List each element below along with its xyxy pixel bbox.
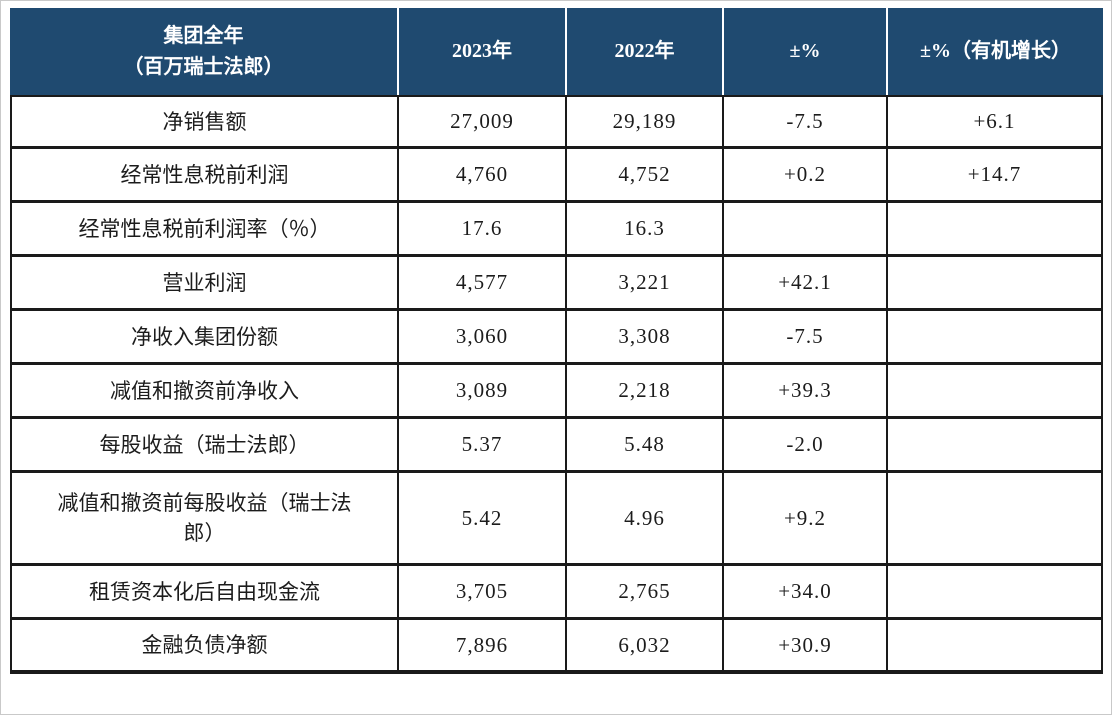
- row-label-cell: 净收入集团份额: [10, 311, 397, 365]
- organic-change-cell: +6.1: [886, 95, 1103, 149]
- value-2023-cell: 3,705: [397, 566, 565, 620]
- value-2022-cell: 2,765: [565, 566, 722, 620]
- value-2023-cell: 5.42: [397, 473, 565, 566]
- table-row-net-income-group-share: 净收入集团份额 3,060 3,308 -7.5: [10, 311, 1103, 365]
- value-2023-cell: 27,009: [397, 95, 565, 149]
- table-row-operating-profit: 营业利润 4,577 3,221 +42.1: [10, 257, 1103, 311]
- organic-change-cell: [886, 620, 1103, 674]
- table-row-net-sales: 净销售额 27,009 29,189 -7.5 +6.1: [10, 95, 1103, 149]
- value-2022-cell: 6,032: [565, 620, 722, 674]
- organic-change-cell: [886, 473, 1103, 566]
- value-2023-cell: 4,577: [397, 257, 565, 311]
- organic-change-cell: [886, 311, 1103, 365]
- value-2022-cell: 3,308: [565, 311, 722, 365]
- change-cell: +9.2: [722, 473, 886, 566]
- table-row-recurring-ebit-margin: 经常性息税前利润率（％） 17.6 16.3: [10, 203, 1103, 257]
- table-body: 净销售额 27,009 29,189 -7.5 +6.1 经常性息税前利润 4,…: [10, 95, 1103, 674]
- value-2023-cell: 17.6: [397, 203, 565, 257]
- value-2022-cell: 29,189: [565, 95, 722, 149]
- organic-change-cell: [886, 566, 1103, 620]
- table-row-net-financial-debt: 金融负债净额 7,896 6,032 +30.9: [10, 620, 1103, 674]
- value-2022-cell: 2,218: [565, 365, 722, 419]
- table-row-eps-before-impairment: 减值和撤资前每股收益（瑞士法郎） 5.42 4.96 +9.2: [10, 473, 1103, 566]
- change-cell: -7.5: [722, 95, 886, 149]
- change-cell: [722, 203, 886, 257]
- value-2023-cell: 3,089: [397, 365, 565, 419]
- value-2022-cell: 5.48: [565, 419, 722, 473]
- header-2023: 2023年: [397, 8, 565, 95]
- group-results-table: 集团全年 （百万瑞士法郎） 2023年 2022年 ±% ±%（有机增长） 净销…: [10, 8, 1103, 674]
- row-label-cell: 营业利润: [10, 257, 397, 311]
- organic-change-cell: +14.7: [886, 149, 1103, 203]
- value-2022-cell: 4.96: [565, 473, 722, 566]
- change-cell: +42.1: [722, 257, 886, 311]
- table-row-net-income-before-impairment: 减值和撤资前净收入 3,089 2,218 +39.3: [10, 365, 1103, 419]
- value-2022-cell: 16.3: [565, 203, 722, 257]
- value-2023-cell: 3,060: [397, 311, 565, 365]
- change-cell: -7.5: [722, 311, 886, 365]
- header-row-label-line2: （百万瑞士法郎）: [123, 55, 284, 78]
- row-label-cell: 每股收益（瑞士法郎）: [10, 419, 397, 473]
- header-row: 集团全年 （百万瑞士法郎） 2023年 2022年 ±% ±%（有机增长）: [10, 8, 1103, 95]
- row-label-cell: 经常性息税前利润率（％）: [10, 203, 397, 257]
- change-cell: -2.0: [722, 419, 886, 473]
- header-row-label: 集团全年 （百万瑞士法郎）: [10, 8, 397, 95]
- row-label-cell: 经常性息税前利润: [10, 149, 397, 203]
- value-2023-cell: 5.37: [397, 419, 565, 473]
- header-organic-change: ±%（有机增长）: [886, 8, 1103, 95]
- value-2022-cell: 3,221: [565, 257, 722, 311]
- value-2022-cell: 4,752: [565, 149, 722, 203]
- header-2022: 2022年: [565, 8, 722, 95]
- table-row-eps: 每股收益（瑞士法郎） 5.37 5.48 -2.0: [10, 419, 1103, 473]
- change-cell: +30.9: [722, 620, 886, 674]
- organic-change-cell: [886, 257, 1103, 311]
- header-change: ±%: [722, 8, 886, 95]
- table-row-free-cash-flow: 租赁资本化后自由现金流 3,705 2,765 +34.0: [10, 566, 1103, 620]
- table-header: 集团全年 （百万瑞士法郎） 2023年 2022年 ±% ±%（有机增长）: [10, 8, 1103, 95]
- value-2023-cell: 7,896: [397, 620, 565, 674]
- row-label-cell: 租赁资本化后自由现金流: [10, 566, 397, 620]
- row-label-cell: 净销售额: [10, 95, 397, 149]
- change-cell: +39.3: [722, 365, 886, 419]
- row-label-cell: 金融负债净额: [10, 620, 397, 674]
- organic-change-cell: [886, 365, 1103, 419]
- header-row-label-line1: 集团全年: [163, 24, 244, 47]
- change-cell: +0.2: [722, 149, 886, 203]
- organic-change-cell: [886, 203, 1103, 257]
- table-row-recurring-ebit: 经常性息税前利润 4,760 4,752 +0.2 +14.7: [10, 149, 1103, 203]
- value-2023-cell: 4,760: [397, 149, 565, 203]
- organic-change-cell: [886, 419, 1103, 473]
- row-label-cell: 减值和撤资前净收入: [10, 365, 397, 419]
- change-cell: +34.0: [722, 566, 886, 620]
- row-label-cell: 减值和撤资前每股收益（瑞士法郎）: [10, 473, 397, 566]
